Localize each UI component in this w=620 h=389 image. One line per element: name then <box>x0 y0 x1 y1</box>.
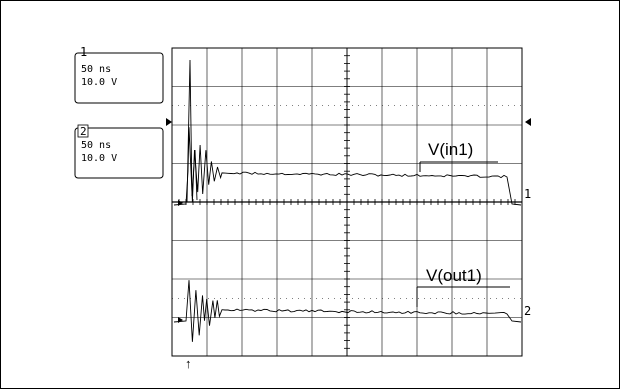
graticule <box>171 47 523 357</box>
trigger-level-right-arrow-icon <box>525 118 531 126</box>
channel-2-volts-per-div: 10.0 V <box>81 153 117 164</box>
channel-2-time-per-div: 50 ns <box>81 140 111 151</box>
trigger-level-left-arrow-icon <box>166 118 172 126</box>
channel-1-trace-label: V(in1) <box>428 140 473 159</box>
channel-2-ground-marker: 2 <box>524 304 531 318</box>
channel-2-info-box: 2 50 ns 10.0 V <box>74 124 164 179</box>
trigger-position-marker: ↑ <box>185 356 192 371</box>
channel-2-trace-label: V(out1) <box>426 266 482 285</box>
channel-1-ground-marker: 1 <box>524 187 531 201</box>
channel-1-trace-label-group: V(in1) <box>419 140 498 172</box>
channel-1-time-per-div: 50 ns <box>81 64 111 75</box>
traces <box>173 59 522 342</box>
channel-1-position-arrow-icon <box>178 200 183 206</box>
channel-1-number: 1 <box>80 45 87 59</box>
channel-1-volts-per-div: 10.0 V <box>81 77 117 88</box>
channel-2-position-arrow-icon <box>178 317 183 323</box>
channel-2-number: 2 <box>80 125 87 138</box>
channel-1-info-box: 1 50 ns 10.0 V <box>74 45 164 104</box>
channel-1-trace <box>173 127 522 206</box>
channel-2-trace <box>173 280 522 342</box>
channel-2-trace-label-group: V(out1) <box>416 266 510 307</box>
